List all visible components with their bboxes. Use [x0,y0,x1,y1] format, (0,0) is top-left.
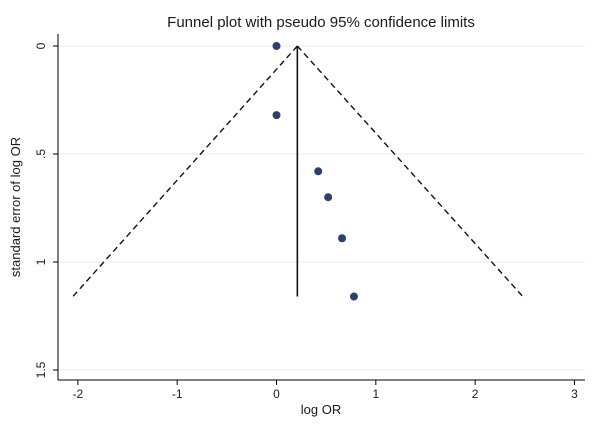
y-axis-label: standard error of log OR [8,137,23,277]
x-tick-label: 1 [372,387,379,401]
x-axis-label: log OR [301,402,341,417]
pseudo-confidence-limits [72,45,524,298]
study-point [314,167,323,176]
x-tick-label: 3 [571,387,578,401]
grid-lines [58,45,585,371]
x-tick-label: -1 [172,387,183,401]
study-point [349,292,358,301]
y-tick-label: 1.5 [34,361,48,378]
plot-frame [57,34,585,381]
x-tick-label: 0 [273,387,280,401]
study-point [324,193,333,202]
y-axis-ticks: 0 .5 1 1.5 [34,42,58,378]
study-points [272,42,358,301]
study-point [338,234,347,243]
x-tick-label: 2 [472,387,479,401]
y-tick-label: 1 [34,258,48,265]
study-point [272,42,281,50]
chart-title: Funnel plot with pseudo 95% confidence l… [167,14,475,31]
ci-line-lower [72,45,298,298]
y-tick-label: 0 [34,42,48,49]
ci-line-upper [296,45,524,298]
y-tick-label: .5 [34,149,48,159]
x-tick-label: -2 [73,387,84,401]
study-point [272,111,281,120]
x-axis-ticks: -2 -1 0 1 2 3 [73,380,578,401]
